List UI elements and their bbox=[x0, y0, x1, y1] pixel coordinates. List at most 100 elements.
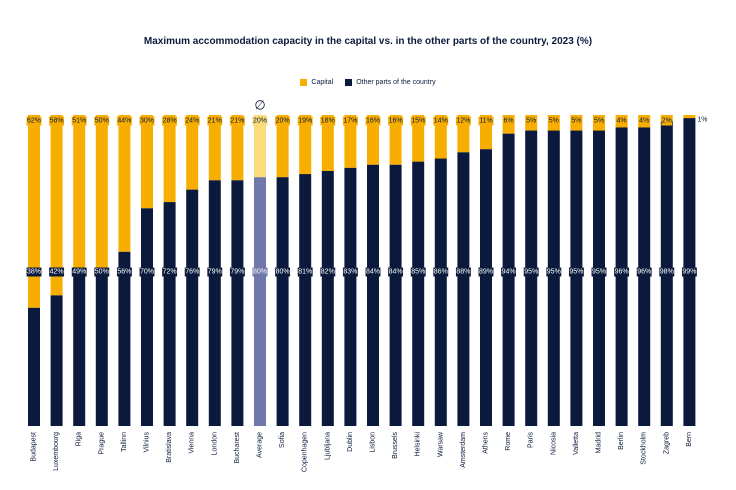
tick-label-valletta: Valletta bbox=[573, 432, 580, 455]
bar-other-brussels bbox=[389, 164, 402, 426]
bar-capital-sofia bbox=[276, 115, 289, 178]
label-capital-nicosia-bg bbox=[548, 116, 560, 126]
bar-capital-london bbox=[208, 115, 221, 181]
label-other-vilnius: 70% bbox=[140, 269, 154, 276]
label-other-dublin-bg bbox=[342, 267, 358, 277]
bar-other-stockholm bbox=[638, 127, 651, 426]
tick-label-stockholm: Stockholm bbox=[641, 432, 648, 465]
tick-label-lisbon: Lisbon bbox=[370, 432, 377, 453]
label-capital-helsinki: 15% bbox=[411, 118, 425, 125]
bar-other-riga bbox=[73, 273, 86, 426]
bar-capital-ljubljana bbox=[321, 115, 334, 171]
tick-label-sofia: Sofia bbox=[279, 432, 286, 448]
label-capital-stockholm: 4% bbox=[639, 118, 649, 125]
label-other-london: 79% bbox=[208, 269, 222, 276]
label-capital-prague: 50% bbox=[95, 118, 109, 125]
bar-other-dublin bbox=[344, 167, 357, 426]
label-other-lisbon-bg bbox=[365, 267, 381, 277]
label-other-vilnius-bg bbox=[139, 267, 155, 277]
label-capital-paris-bg bbox=[525, 116, 537, 126]
tick-label-copenhagen: Copenhagen bbox=[302, 432, 309, 472]
label-capital-paris: 5% bbox=[526, 118, 536, 125]
bar-other-bucharest bbox=[231, 180, 244, 426]
label-capital-vilnius: 30% bbox=[140, 118, 154, 125]
tick-label-madrid: Madrid bbox=[596, 432, 603, 454]
tick-label-bern: Bern bbox=[686, 432, 693, 447]
average-symbol: ∅ bbox=[254, 99, 265, 114]
label-other-lisbon: 84% bbox=[366, 269, 380, 276]
label-other-bucharest-bg bbox=[229, 267, 245, 277]
label-other-luxembourg-bg bbox=[49, 267, 65, 277]
label-other-paris: 95% bbox=[524, 269, 538, 276]
bar-capital-dublin bbox=[344, 115, 357, 168]
tick-label-zagreb: Zagreb bbox=[663, 432, 670, 454]
label-capital-madrid: 5% bbox=[594, 118, 604, 125]
label-capital-nicosia: 5% bbox=[549, 118, 559, 125]
legend-item-capital: Capital bbox=[300, 79, 333, 86]
label-other-prague-bg bbox=[94, 267, 110, 277]
label-capital-tallinn: 44% bbox=[117, 118, 131, 125]
bar-other-bratislava bbox=[163, 202, 176, 426]
label-other-luxembourg: 42% bbox=[50, 269, 64, 276]
label-other-budapest-bg bbox=[26, 267, 42, 277]
bar-other-paris bbox=[525, 130, 538, 427]
label-other-warsaw: 86% bbox=[434, 269, 448, 276]
label-other-bern-bg bbox=[681, 267, 697, 277]
label-other-sofia-bg bbox=[275, 267, 291, 277]
label-capital-london: 21% bbox=[208, 118, 222, 125]
tick-label-riga: Riga bbox=[76, 432, 83, 447]
label-other-tallinn-bg bbox=[116, 267, 132, 277]
label-capital-budapest-bg bbox=[26, 116, 42, 126]
bar-capital-vienna bbox=[186, 115, 199, 190]
label-capital-prague-bg bbox=[94, 116, 110, 126]
label-capital-lisbon: 16% bbox=[366, 118, 380, 125]
label-capital-amsterdam: 12% bbox=[456, 118, 470, 125]
label-capital-riga: 51% bbox=[72, 118, 86, 125]
legend-swatch-other bbox=[345, 79, 353, 86]
bar-capital-vilnius bbox=[141, 115, 153, 209]
label-capital-zagreb-bg bbox=[661, 116, 673, 126]
bar-other-helsinki bbox=[412, 161, 425, 426]
legend-label-capital: Capital bbox=[311, 79, 334, 86]
tick-label-amsterdam: Amsterdam bbox=[460, 432, 467, 468]
bar-other-budapest bbox=[28, 307, 40, 426]
label-capital-bratislava: 28% bbox=[163, 118, 177, 125]
label-other-valletta: 95% bbox=[569, 269, 583, 276]
label-capital-brussels: 16% bbox=[389, 118, 403, 125]
label-other-paris-bg bbox=[523, 267, 539, 277]
bar-other-amsterdam bbox=[457, 152, 470, 426]
label-other-copenhagen: 81% bbox=[298, 269, 312, 276]
chart-title: Maximum accommodation capacity in the ca… bbox=[143, 36, 593, 47]
label-capital-tallinn-bg bbox=[116, 116, 132, 126]
label-other-average-bg bbox=[252, 267, 268, 277]
label-other-dublin: 83% bbox=[343, 269, 357, 276]
label-capital-vienna-bg bbox=[184, 116, 200, 126]
label-capital-ljubljana-bg bbox=[320, 116, 336, 126]
legend: Capital Other parts of the country bbox=[0, 79, 736, 86]
legend-label-other: Other parts of the country bbox=[356, 79, 436, 86]
bar-capital-warsaw bbox=[434, 115, 447, 159]
bar-other-copenhagen bbox=[299, 174, 312, 426]
label-capital-riga-bg bbox=[71, 116, 87, 126]
bar-other-average bbox=[254, 177, 266, 426]
label-other-zagreb-bg bbox=[659, 267, 675, 277]
bar-other-luxembourg bbox=[50, 295, 63, 426]
bar-other-prague bbox=[95, 270, 108, 426]
label-other-berlin: 96% bbox=[615, 269, 629, 276]
label-capital-london-bg bbox=[207, 116, 223, 126]
label-other-rome-bg bbox=[501, 267, 517, 277]
bar-other-tallinn bbox=[118, 251, 131, 426]
bar-other-athens bbox=[480, 149, 492, 426]
label-other-brussels-bg bbox=[388, 267, 404, 277]
label-capital-dublin: 17% bbox=[343, 118, 357, 125]
label-other-stockholm-bg bbox=[636, 267, 652, 277]
label-capital-dublin-bg bbox=[342, 116, 358, 126]
label-capital-bratislava-bg bbox=[162, 116, 178, 126]
label-other-amsterdam: 88% bbox=[456, 269, 470, 276]
label-other-nicosia: 95% bbox=[547, 269, 561, 276]
bar-other-vilnius bbox=[141, 208, 153, 426]
label-other-brussels: 84% bbox=[389, 269, 403, 276]
tick-label-prague: Prague bbox=[98, 432, 105, 455]
label-other-helsinki-bg bbox=[410, 267, 426, 277]
